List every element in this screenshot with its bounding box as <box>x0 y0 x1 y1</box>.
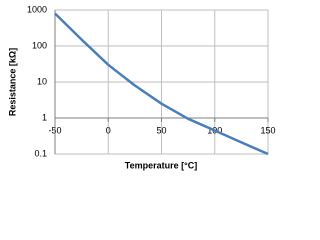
background <box>0 0 284 177</box>
y-tick-label: 10 <box>37 76 47 86</box>
data-line <box>54 12 269 156</box>
x-tick-label: 50 <box>156 125 166 135</box>
x-axis-title: Temperature [°C] <box>125 160 197 170</box>
x-tick-label: 150 <box>260 125 275 135</box>
y-axis-title: Resistance [kΩ] <box>7 48 17 116</box>
y-tick-label: 1 <box>42 112 47 122</box>
y-tick-label: 100 <box>32 40 47 50</box>
chart: Temperature [°C] Resistance [kΩ] 0.1 1 10 1… <box>0 0 284 177</box>
y-tick-label: 1000 <box>27 4 47 14</box>
x-tick-label: 0 <box>106 125 111 135</box>
y-tick-label: 0.1 <box>34 148 47 158</box>
